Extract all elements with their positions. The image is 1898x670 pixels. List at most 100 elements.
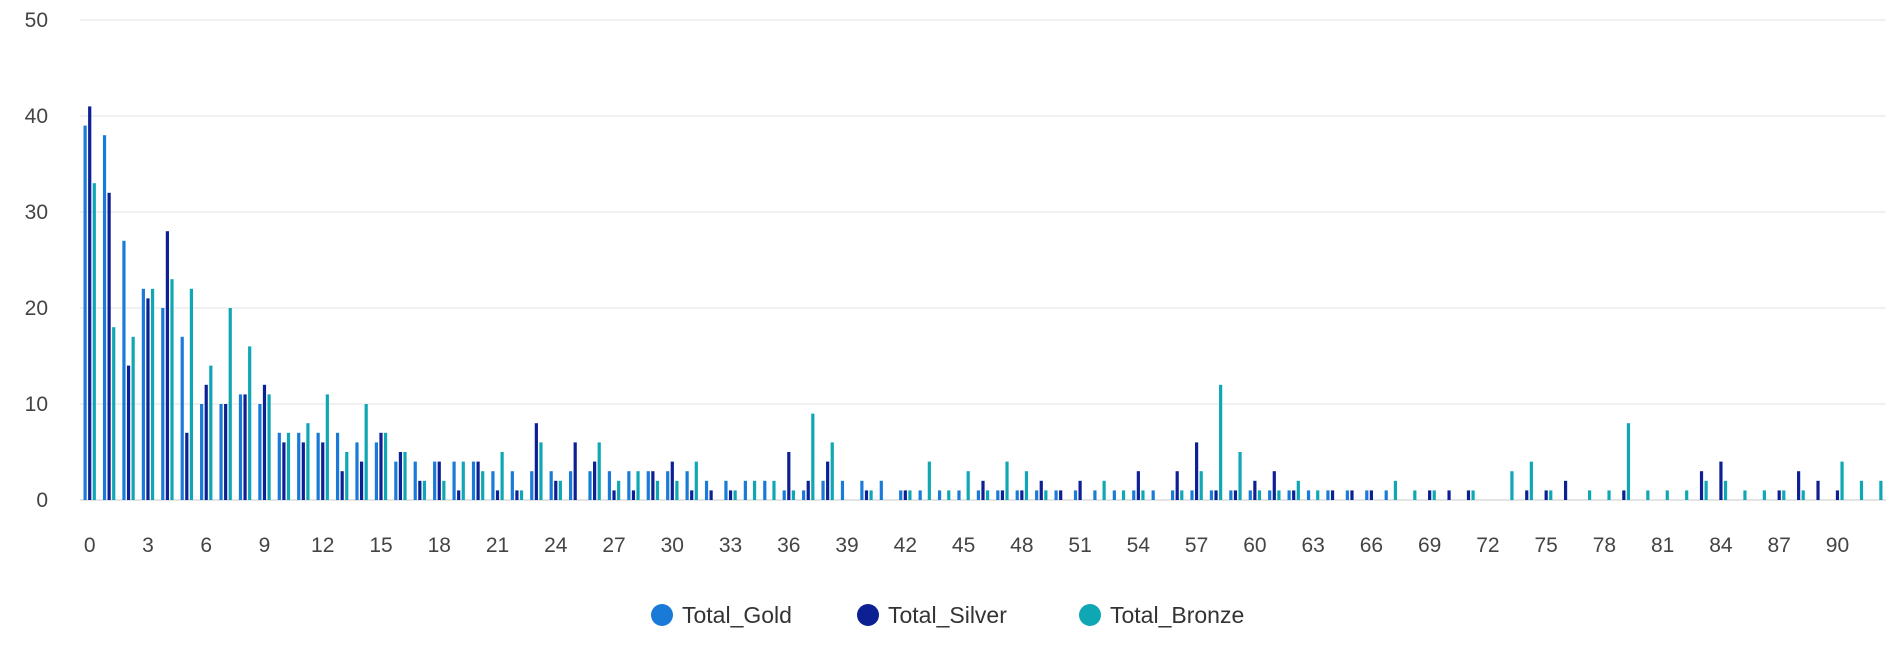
bar-total-gold[interactable]	[607, 471, 612, 500]
bar-total-silver[interactable]	[262, 384, 267, 500]
bar-total-silver[interactable]	[690, 490, 694, 500]
bar-total-gold[interactable]	[1345, 490, 1349, 500]
bar-total-bronze[interactable]	[772, 480, 776, 500]
bar-total-gold[interactable]	[141, 288, 145, 500]
bar-total-gold[interactable]	[1190, 490, 1194, 500]
bar-total-gold[interactable]	[1015, 490, 1019, 500]
bar-total-gold[interactable]	[1268, 490, 1272, 500]
bar-total-silver[interactable]	[1544, 490, 1548, 500]
bar-total-bronze[interactable]	[617, 480, 621, 500]
bar-total-silver[interactable]	[554, 480, 558, 500]
bar-total-bronze[interactable]	[597, 442, 601, 500]
bar-total-silver[interactable]	[593, 461, 597, 500]
bar-total-silver[interactable]	[1078, 480, 1082, 500]
bar-total-bronze[interactable]	[1180, 490, 1184, 500]
bar-total-silver[interactable]	[806, 480, 810, 500]
bar-total-gold[interactable]	[1112, 490, 1116, 500]
bar-total-silver[interactable]	[107, 192, 111, 501]
bar-total-bronze[interactable]	[1840, 461, 1844, 500]
bar-total-bronze[interactable]	[384, 432, 388, 500]
bar-total-gold[interactable]	[510, 471, 514, 500]
bar-total-gold[interactable]	[860, 480, 864, 500]
bar-total-gold[interactable]	[996, 490, 1000, 500]
bar-total-silver[interactable]	[146, 298, 150, 500]
bar-total-silver[interactable]	[418, 480, 422, 500]
bar-total-bronze[interactable]	[733, 490, 737, 500]
bar-total-silver[interactable]	[1020, 490, 1024, 500]
bar-total-gold[interactable]	[471, 461, 476, 500]
bar-total-gold[interactable]	[782, 490, 786, 500]
bar-total-silver[interactable]	[165, 231, 169, 500]
bar-total-bronze[interactable]	[558, 480, 562, 500]
bar-total-bronze[interactable]	[1510, 471, 1514, 500]
bar-total-silver[interactable]	[476, 461, 480, 500]
bar-total-bronze[interactable]	[1723, 480, 1728, 500]
bar-total-gold[interactable]	[316, 432, 320, 500]
bar-total-silver[interactable]	[379, 432, 383, 500]
bar-total-bronze[interactable]	[1665, 490, 1669, 500]
bar-total-silver[interactable]	[1059, 490, 1063, 500]
bar-total-gold[interactable]	[1170, 490, 1175, 500]
bar-total-bronze[interactable]	[1141, 490, 1145, 500]
bar-total-bronze[interactable]	[1646, 490, 1650, 500]
bar-total-silver[interactable]	[359, 461, 364, 500]
bar-total-bronze[interactable]	[519, 490, 524, 500]
bar-total-bronze[interactable]	[869, 490, 873, 500]
bar-total-gold[interactable]	[1073, 490, 1078, 500]
bar-total-bronze[interactable]	[306, 423, 310, 500]
bar-total-bronze[interactable]	[1762, 490, 1766, 500]
bar-total-bronze[interactable]	[1549, 490, 1553, 500]
bar-total-silver[interactable]	[1428, 490, 1432, 500]
bar-total-bronze[interactable]	[1588, 490, 1592, 500]
bar-total-bronze[interactable]	[286, 432, 291, 500]
bar-total-bronze[interactable]	[1859, 480, 1864, 500]
bar-total-bronze[interactable]	[1413, 490, 1417, 500]
bar-total-bronze[interactable]	[112, 327, 116, 500]
bar-total-gold[interactable]	[161, 308, 165, 500]
bar-total-silver[interactable]	[301, 442, 305, 500]
bar-total-gold[interactable]	[899, 490, 903, 500]
bar-total-bronze[interactable]	[1607, 490, 1611, 500]
bar-total-silver[interactable]	[573, 442, 577, 500]
bar-total-gold[interactable]	[1229, 490, 1233, 500]
bar-total-gold[interactable]	[452, 461, 456, 500]
bar-total-gold[interactable]	[1248, 490, 1252, 500]
bar-total-silver[interactable]	[864, 490, 869, 500]
bar-total-bronze[interactable]	[539, 442, 543, 500]
bar-total-bronze[interactable]	[1005, 461, 1009, 500]
bar-total-bronze[interactable]	[752, 480, 757, 500]
bar-total-bronze[interactable]	[1296, 480, 1300, 500]
bar-total-gold[interactable]	[1326, 490, 1330, 500]
bar-total-gold[interactable]	[1306, 490, 1311, 500]
bar-total-gold[interactable]	[802, 490, 806, 500]
bar-total-silver[interactable]	[631, 490, 636, 500]
bar-total-silver[interactable]	[1816, 480, 1820, 500]
bar-total-bronze[interactable]	[461, 461, 465, 500]
bar-total-silver[interactable]	[1000, 490, 1005, 500]
bar-total-gold[interactable]	[491, 471, 495, 500]
bar-total-silver[interactable]	[340, 471, 344, 500]
bar-total-bronze[interactable]	[1044, 490, 1048, 500]
bar-total-silver[interactable]	[1777, 490, 1781, 500]
bar-total-gold[interactable]	[666, 471, 670, 500]
bar-total-bronze[interactable]	[422, 480, 427, 500]
bar-total-gold[interactable]	[413, 461, 417, 500]
bar-total-bronze[interactable]	[947, 490, 951, 500]
bar-total-silver[interactable]	[1719, 461, 1723, 500]
bar-total-bronze[interactable]	[1121, 490, 1126, 500]
bar-total-bronze[interactable]	[791, 490, 796, 500]
bar-total-silver[interactable]	[612, 490, 616, 500]
bar-total-silver[interactable]	[651, 471, 655, 500]
bar-total-gold[interactable]	[685, 471, 689, 500]
bar-total-gold[interactable]	[297, 432, 301, 500]
bar-total-silver[interactable]	[1195, 442, 1199, 500]
bar-total-silver[interactable]	[826, 461, 830, 500]
bar-total-silver[interactable]	[670, 461, 674, 500]
bar-total-silver[interactable]	[1369, 490, 1373, 500]
bar-total-silver[interactable]	[1699, 471, 1704, 500]
bar-total-silver[interactable]	[495, 490, 500, 500]
bar-total-gold[interactable]	[219, 404, 223, 500]
bar-total-gold[interactable]	[258, 404, 262, 500]
bar-total-silver[interactable]	[787, 452, 791, 500]
bar-total-silver[interactable]	[728, 490, 733, 500]
